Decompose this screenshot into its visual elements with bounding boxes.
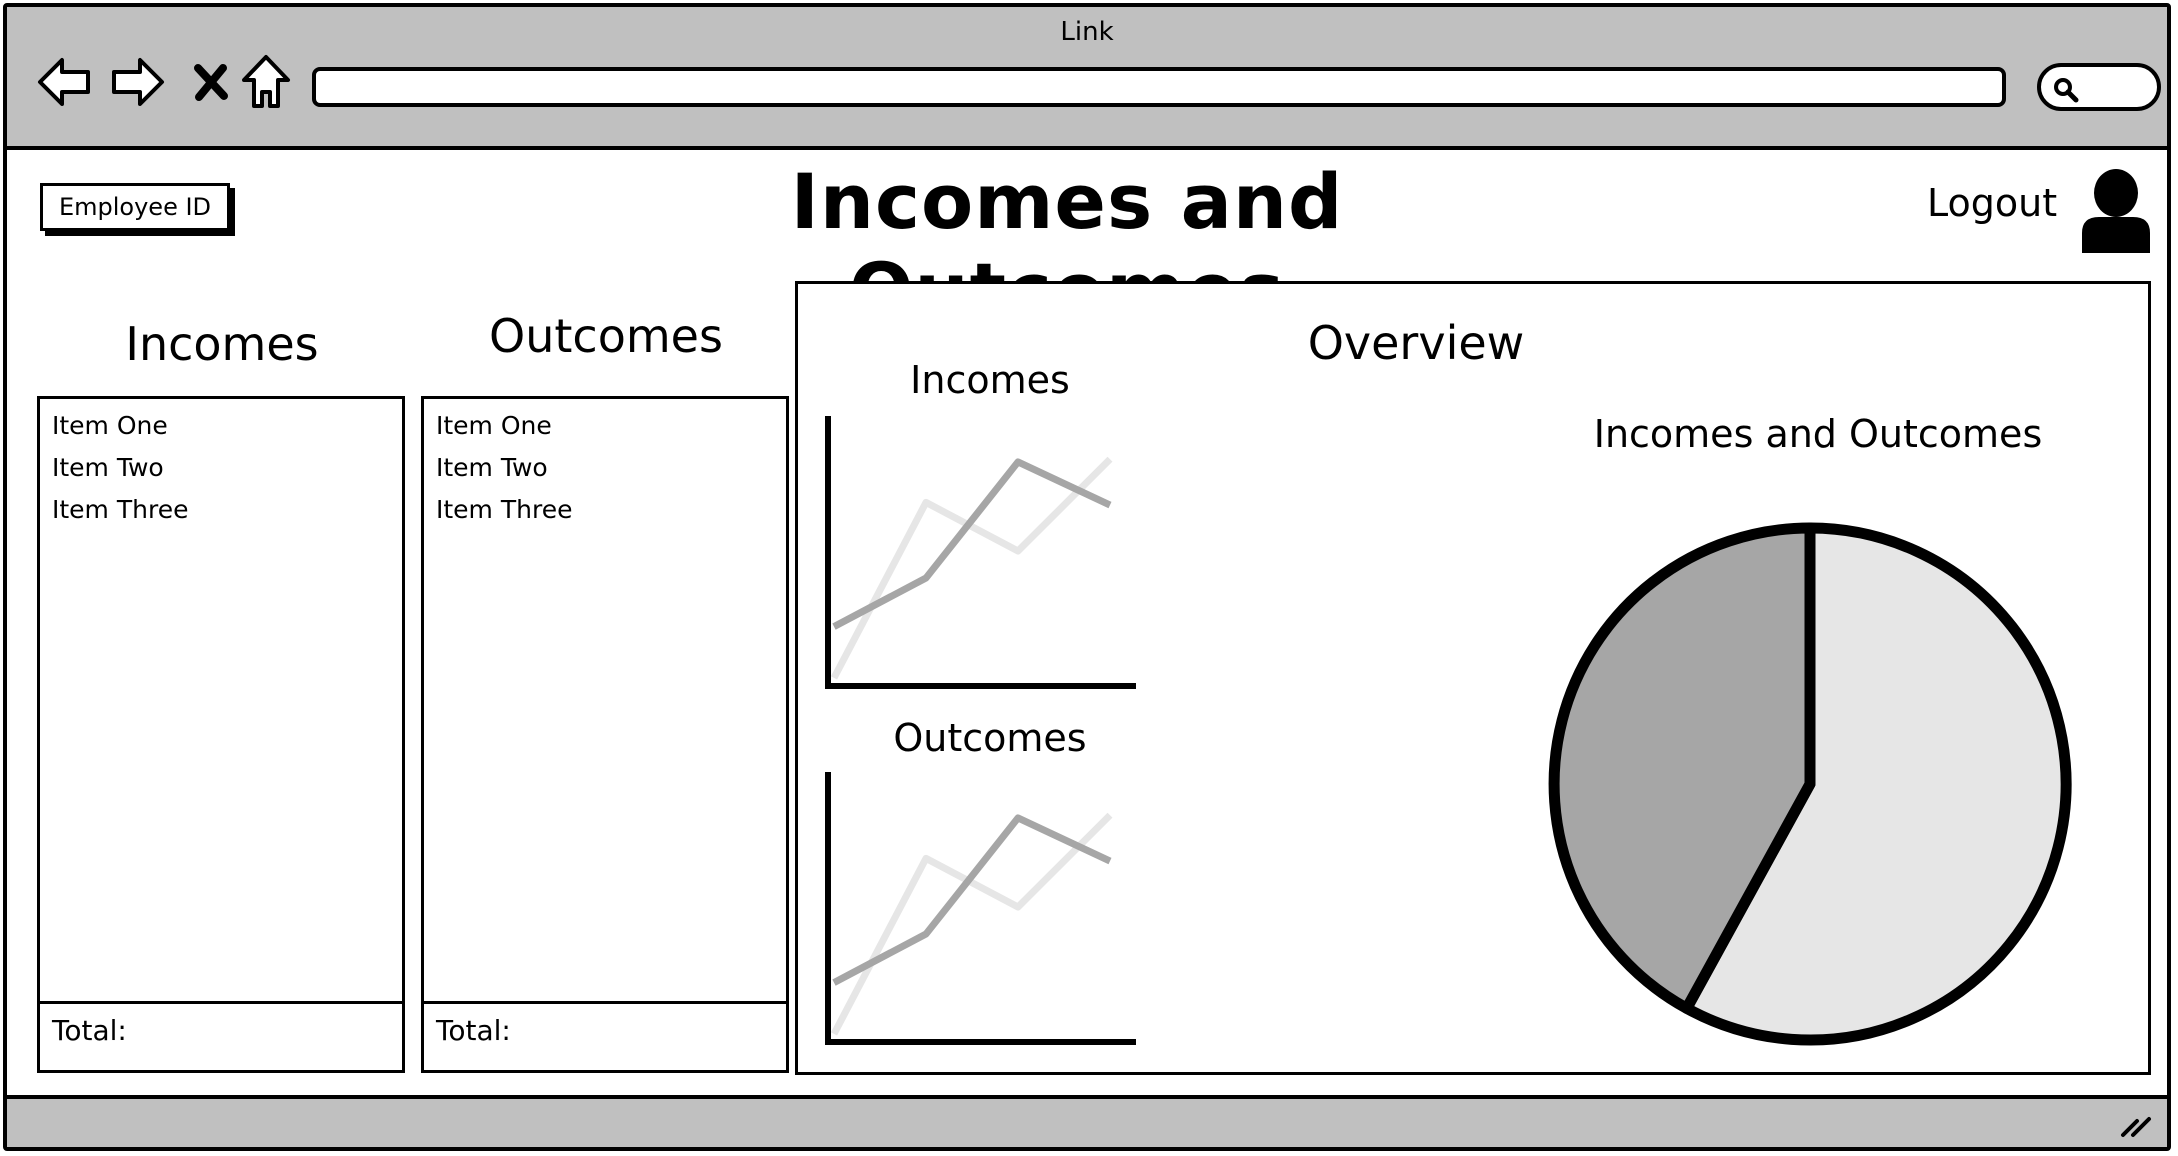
browser-toolbar: Link	[7, 7, 2167, 150]
logout-link[interactable]: Logout	[1927, 181, 2058, 225]
outcomes-chart-title: Outcomes	[893, 716, 1087, 760]
overview-title-text: Overview	[1307, 316, 1525, 370]
overview-title: Overview	[798, 316, 2154, 370]
pie-slice	[1548, 522, 1816, 1014]
search-field[interactable]	[2037, 63, 2161, 111]
address-bar[interactable]	[312, 67, 2006, 107]
chart-axes	[825, 416, 1136, 689]
incomes-line-chart	[825, 416, 1136, 689]
resize-grip-icon[interactable]	[2119, 1109, 2153, 1139]
back-icon[interactable]	[33, 51, 95, 113]
browser-status-bar	[7, 1095, 2167, 1147]
close-icon[interactable]	[179, 51, 241, 113]
user-avatar-icon[interactable]	[2079, 167, 2153, 257]
search-icon	[2054, 78, 2079, 103]
incomes-outcomes-pie-chart	[1548, 522, 2072, 1046]
outcomes-total-label: Total:	[436, 1014, 511, 1047]
outcomes-line-chart	[825, 772, 1136, 1045]
incomes-list[interactable]: Item One Item Two Item Three	[37, 396, 405, 1004]
incomes-total: Total:	[37, 1001, 405, 1073]
list-item[interactable]: Item Three	[436, 495, 573, 524]
pie-slice	[1681, 522, 2072, 1046]
browser-title: Link	[1060, 17, 1114, 47]
outcomes-list[interactable]: Item One Item Two Item Three	[421, 396, 789, 1004]
chart-series-line	[830, 812, 1113, 1036]
list-item[interactable]: Item Two	[52, 453, 164, 482]
chart-series-line	[830, 456, 1113, 680]
outcomes-total: Total:	[421, 1001, 789, 1073]
incomes-total-label: Total:	[52, 1014, 127, 1047]
forward-icon[interactable]	[107, 51, 169, 113]
list-item[interactable]: Item One	[436, 411, 552, 440]
chart-series-line	[832, 814, 1112, 986]
home-icon[interactable]	[235, 51, 297, 113]
incomes-title: Incomes	[125, 317, 319, 371]
browser-window: Link	[3, 3, 2171, 1151]
chart-axes	[825, 772, 1136, 1045]
list-item[interactable]: Item Two	[436, 453, 548, 482]
list-item[interactable]: Item Three	[52, 495, 189, 524]
list-item[interactable]: Item One	[52, 411, 168, 440]
pie-chart-title: Incomes and Outcomes	[1593, 412, 2043, 456]
chart-series-line	[832, 458, 1112, 630]
incomes-chart-title: Incomes	[910, 358, 1070, 402]
employee-id-button[interactable]: Employee ID	[40, 183, 230, 231]
outcomes-title: Outcomes	[489, 309, 723, 363]
overview-panel: Overview Incomes Outcomes Incomes and Ou…	[795, 281, 2151, 1075]
